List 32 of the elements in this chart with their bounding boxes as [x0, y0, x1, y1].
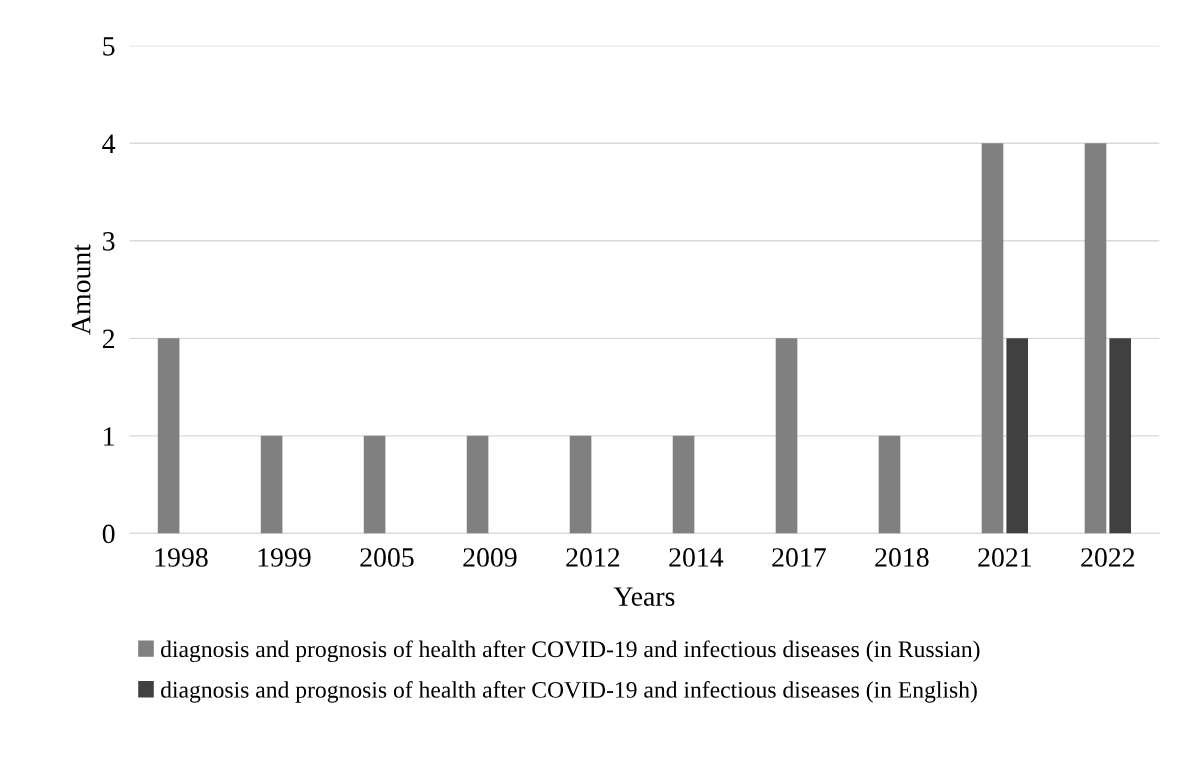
y-tick-label: 1: [104, 427, 114, 446]
bar: [260, 435, 283, 534]
x-tick-label: 2012: [566, 548, 620, 567]
bar: [466, 435, 489, 534]
y-tick-label: 2: [102, 329, 115, 348]
legend-label: diagnosis and prognosis of health after COVID-19 and infectious diseases (in Russian): [161, 640, 980, 663]
x-tick-label: 1998: [155, 548, 208, 567]
bar: [981, 143, 1004, 534]
bar: [672, 435, 695, 534]
x-tick-label: 2009: [463, 548, 517, 567]
bar: [775, 338, 798, 534]
bar: [1084, 143, 1107, 534]
bar: [1109, 338, 1132, 534]
y-tick-label: 4: [102, 134, 116, 153]
bar: [363, 435, 386, 534]
x-tick-label: 1999: [258, 548, 311, 567]
x-axis-title: Years: [613, 587, 675, 606]
x-tick-label: 2017: [772, 548, 826, 567]
y-tick-label: 0: [102, 524, 115, 544]
bar: [157, 338, 180, 534]
bar: [1006, 338, 1029, 534]
bar: [569, 435, 592, 534]
bar: [878, 435, 901, 534]
x-tick-label: 2018: [875, 548, 929, 567]
x-tick-label: 2005: [360, 548, 414, 567]
legend-label: diagnosis and prognosis of health after COVID-19 and infectious diseases (in English): [161, 680, 977, 703]
y-axis-title: Amount: [71, 244, 91, 335]
x-tick-label: 2014: [669, 548, 724, 567]
x-tick-label: 2022: [1081, 548, 1135, 567]
y-tick-label: 5: [103, 37, 115, 56]
y-tick-label: 3: [103, 232, 115, 251]
x-tick-label: 2021: [978, 548, 1031, 567]
